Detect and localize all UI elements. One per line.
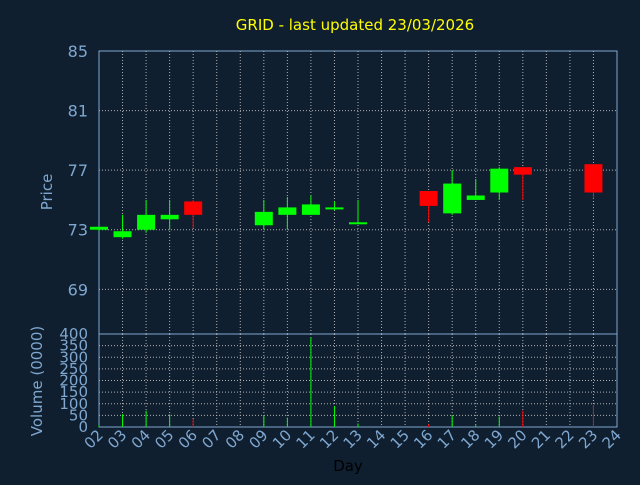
- candle-body: [137, 214, 156, 230]
- x-tick-label: 20: [504, 426, 530, 452]
- x-tick-label: 05: [151, 426, 177, 452]
- x-tick-label: 15: [387, 426, 413, 452]
- candle-body: [254, 211, 273, 226]
- volume-tick-label: 400: [59, 325, 88, 343]
- volume-tick-label: 0: [78, 418, 88, 436]
- x-axis-label: Day: [333, 457, 363, 475]
- x-tick-label: 23: [575, 426, 601, 452]
- x-tick-label: 16: [410, 426, 436, 452]
- candle-body: [349, 222, 367, 225]
- volume-tick-label: 350: [59, 337, 88, 355]
- x-tick-label: 06: [175, 426, 201, 452]
- candle-body: [301, 204, 320, 215]
- volume-tick-label: 200: [59, 372, 88, 390]
- x-tick-label: 18: [457, 426, 483, 452]
- volume-tick-label: 100: [59, 395, 88, 413]
- x-tick-label: 04: [128, 426, 154, 452]
- x-tick-label: 14: [363, 426, 389, 452]
- candle-body: [490, 168, 509, 193]
- volume-tick-label: 150: [59, 383, 88, 401]
- x-tick-label: 08: [222, 426, 248, 452]
- candle-body: [278, 207, 297, 215]
- x-tick-label: 09: [245, 426, 271, 452]
- chart-title: GRID - last updated 23/03/2026: [236, 16, 474, 34]
- candle-body: [90, 226, 108, 230]
- price-tick-label: 73: [68, 221, 88, 240]
- candle-body: [113, 231, 132, 238]
- candle-body: [513, 167, 532, 175]
- x-tick-label: 13: [340, 426, 366, 452]
- candle-body: [466, 195, 485, 200]
- volume-axis-label: Volume (0000): [28, 326, 46, 436]
- x-axis: 0203040506070809101112131415161718192021…: [81, 426, 625, 452]
- price-tick-label: 77: [68, 161, 88, 180]
- price-tick-label: 81: [68, 102, 88, 121]
- volume-tick-label: 50: [69, 406, 88, 424]
- x-tick-label: 10: [269, 426, 295, 452]
- candle-body: [160, 214, 179, 220]
- candle-body: [419, 191, 438, 206]
- price-axis-label: Price: [38, 174, 56, 211]
- candle-body: [584, 164, 603, 193]
- price-tick-label: 85: [68, 42, 88, 61]
- price-panel: 69 73 77 81 85: [68, 42, 618, 335]
- candle-body: [325, 207, 344, 210]
- x-tick-label: 03: [104, 426, 130, 452]
- x-tick-label: 24: [599, 426, 625, 452]
- volume-tick-label: 300: [59, 348, 88, 366]
- candle-body: [443, 183, 462, 214]
- x-tick-label: 07: [198, 426, 224, 452]
- x-tick-label: 22: [552, 426, 578, 452]
- x-tick-label: 11: [293, 426, 319, 452]
- x-tick-label: 21: [528, 426, 554, 452]
- volume-tick-label: 250: [59, 360, 88, 378]
- candle-body: [184, 201, 203, 215]
- x-tick-label: 19: [481, 426, 507, 452]
- price-tick-label: 69: [68, 280, 88, 299]
- x-tick-label: 17: [434, 426, 460, 452]
- x-tick-label: 12: [316, 426, 342, 452]
